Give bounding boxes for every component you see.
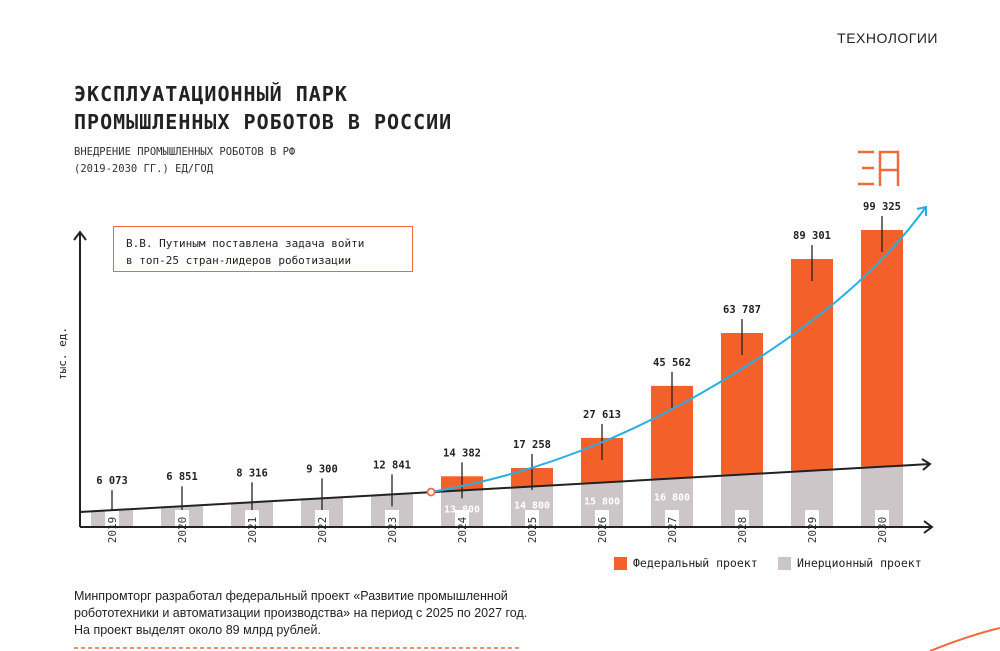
logo-icon	[858, 150, 900, 186]
value-label: 99 325	[863, 201, 901, 213]
inertial-value-label: 13 800	[444, 504, 480, 515]
subtitle-line: ВНЕДРЕНИЕ ПРОМЫШЛЕННЫХ РОБОТОВ В РФ	[74, 146, 296, 158]
year-label-bg	[455, 510, 469, 550]
year-label-bg	[315, 510, 329, 550]
x-tick-label: 2019	[106, 517, 119, 544]
year-label-bg	[875, 510, 889, 550]
legend-label: Федеральный проект	[633, 556, 758, 570]
x-tick-label: 2025	[526, 517, 539, 544]
year-label-bg	[105, 510, 119, 550]
value-label: 17 258	[513, 439, 551, 451]
value-label: 27 613	[583, 409, 621, 421]
start-marker	[426, 487, 436, 497]
legend-federal: Федеральный проект	[614, 556, 758, 570]
legend-swatch	[614, 556, 627, 570]
value-label: 89 301	[793, 230, 831, 242]
year-label-bg	[735, 510, 749, 550]
federal-bar	[861, 229, 903, 467]
note-box: В.В. Путиным поставлена задача войти в т…	[113, 226, 413, 272]
year-label-bg	[385, 510, 399, 550]
legend-label: Инерционный проект	[797, 556, 922, 570]
value-label: 9 300	[306, 463, 338, 475]
inertial-trend-line	[79, 463, 931, 513]
x-axis-arrow	[923, 520, 934, 534]
inertial-value-label: 15 800	[584, 497, 620, 508]
inertial-value-label: 16 800	[654, 493, 690, 504]
year-label-bg	[245, 510, 259, 550]
year-label-bg	[665, 510, 679, 550]
year-label-bg	[175, 510, 189, 550]
federal-bar	[721, 333, 763, 475]
year-label-bg	[525, 510, 539, 550]
trend-arrow	[921, 458, 932, 471]
growth-curve	[430, 206, 927, 493]
inertial-value-label: 14 800	[514, 500, 550, 511]
value-label: 6 073	[96, 475, 128, 487]
note-line: в топ-25 стран-лидеров роботизации	[126, 254, 352, 267]
value-label: 14 382	[443, 447, 481, 459]
note-line: В.В. Путиным поставлена задача войти	[126, 237, 365, 250]
page-title: ЭКСПЛУАТАЦИОННЫЙ ПАРК ПРОМЫШЛЕННЫХ РОБОТ…	[74, 80, 452, 136]
subtitle-line: (2019-2030 ГГ.) ЕД/ГОД	[74, 163, 214, 175]
x-tick-label: 2030	[876, 517, 889, 544]
title-line: ПРОМЫШЛЕННЫХ РОБОТОВ В РОССИИ	[74, 110, 453, 134]
growth-curve-arrow	[916, 205, 927, 216]
chart-subtitle: ВНЕДРЕНИЕ ПРОМЫШЛЕННЫХ РОБОТОВ В РФ (201…	[74, 144, 295, 178]
x-tick-label: 2022	[316, 517, 329, 544]
y-axis-label: тыс. ед.	[56, 327, 69, 380]
value-label: 45 562	[653, 357, 691, 369]
year-label-bg	[595, 510, 609, 550]
title-line: ЭКСПЛУАТАЦИОННЫЙ ПАРК	[74, 82, 348, 106]
value-label: 6 851	[166, 471, 198, 483]
x-tick-label: 2026	[596, 517, 609, 544]
x-tick-label: 2020	[176, 517, 189, 544]
value-label: 12 841	[373, 459, 411, 471]
x-tick-label: 2028	[736, 517, 749, 544]
y-axis-arrow	[73, 230, 87, 241]
decorative-curve	[929, 627, 1000, 651]
value-label: 8 316	[236, 467, 268, 479]
section-label: ТЕХНОЛОГИИ	[837, 30, 938, 46]
x-tick-label: 2021	[246, 517, 259, 544]
x-tick-label: 2027	[666, 517, 679, 544]
legend-swatch	[778, 556, 791, 570]
x-tick-label: 2029	[806, 517, 819, 544]
value-label: 63 787	[723, 304, 761, 316]
x-tick-label: 2023	[386, 517, 399, 544]
legend-inertial: Инерционный проект	[778, 556, 922, 570]
footer-text: Минпромторг разработал федеральный проек…	[74, 589, 528, 637]
x-tick-label: 2024	[456, 516, 469, 543]
federal-bar	[791, 259, 833, 471]
year-label-bg	[805, 510, 819, 550]
